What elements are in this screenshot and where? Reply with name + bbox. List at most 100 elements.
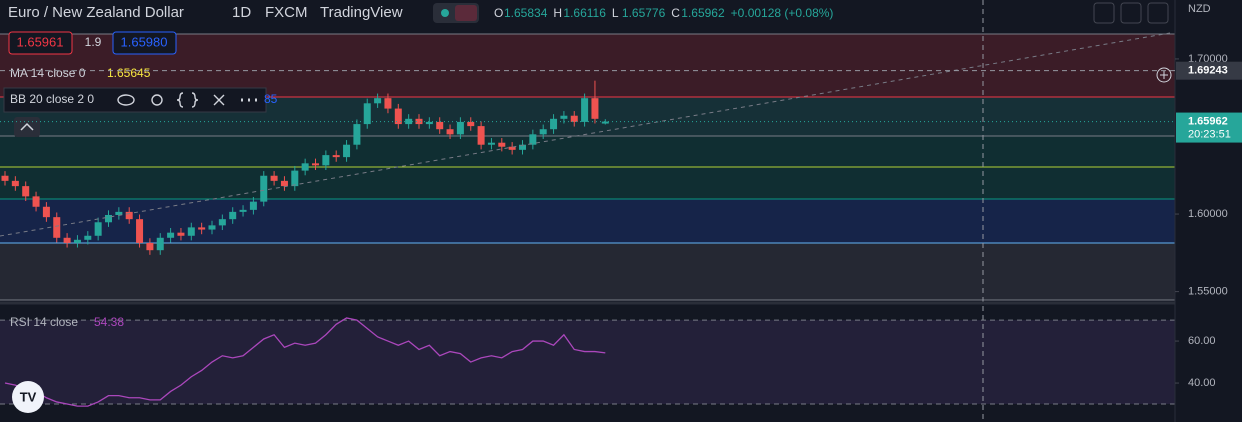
candle-body	[560, 115, 568, 119]
source: TradingView	[320, 4, 403, 21]
candle-body	[177, 232, 185, 236]
candle-body	[229, 211, 237, 220]
symbol: Euro / New Zealand Dollar	[8, 4, 184, 21]
candle-body	[11, 180, 19, 187]
trend-line	[0, 32, 1171, 237]
ma-value: 1.65645	[107, 66, 151, 80]
level-band	[0, 167, 1175, 200]
sell-button[interactable]	[8, 31, 73, 55]
candle-body	[570, 115, 578, 122]
level-band	[0, 136, 1175, 168]
exchange: FXCM	[265, 4, 308, 21]
candle-body	[73, 239, 81, 243]
ohlc-value: 1.65962	[681, 6, 725, 20]
candle-body	[32, 196, 40, 207]
ohlc-label: L	[612, 6, 619, 20]
buy-price: 1.65980	[121, 34, 168, 49]
legend-icons	[117, 92, 257, 108]
currency: NZD	[1188, 3, 1211, 15]
candle-body	[456, 121, 464, 135]
candle-body	[343, 144, 351, 158]
bb-legend-box[interactable]	[3, 87, 267, 113]
candle-body	[239, 209, 247, 212]
order-panel: 1.65961 1.9 1.65980	[8, 31, 177, 55]
price-badge-label: 1.69243	[1188, 65, 1228, 77]
rsi-band	[0, 320, 1175, 405]
ohlc-value: 1.66116	[563, 6, 606, 20]
candle-body	[187, 227, 195, 236]
level-band	[0, 199, 1175, 244]
candle-body	[291, 170, 299, 187]
y-tick-label: 1.55000	[1188, 286, 1228, 298]
tv-logo[interactable]	[12, 381, 44, 413]
candle-body	[498, 142, 506, 147]
candle-body	[467, 121, 475, 127]
candle-body	[487, 142, 495, 145]
down-button[interactable]	[1093, 2, 1115, 24]
candle-body	[260, 175, 268, 202]
candle-body	[312, 163, 319, 166]
candle-body	[42, 206, 50, 218]
level-band	[0, 33, 1175, 97]
eye-icon[interactable]	[117, 94, 135, 106]
candle-body	[301, 163, 309, 171]
change: +0.00128 (+0.08%)	[731, 6, 834, 20]
candle-body	[415, 118, 423, 125]
candle-body	[529, 134, 537, 145]
candle-body	[156, 237, 164, 251]
price-badge-label: 1.65962	[1188, 115, 1228, 127]
bb-legend: BB 20 close 2 0	[10, 92, 94, 106]
candle-body	[477, 126, 485, 145]
status-icon	[455, 5, 477, 21]
ohlc-label: O	[494, 6, 503, 20]
candle-body	[167, 232, 175, 238]
tv-logo-mark: TV	[20, 389, 37, 404]
candle-body	[63, 237, 71, 243]
rsi-value: 54.38	[94, 315, 124, 329]
candle-body	[519, 144, 526, 150]
remove-icon[interactable]	[213, 94, 225, 106]
candle-body	[218, 219, 226, 226]
add-alert-icon[interactable]	[1156, 67, 1172, 83]
collapse-icon	[20, 122, 34, 131]
candle-body	[198, 227, 206, 230]
settings-icon[interactable]	[151, 94, 163, 106]
candle-body	[363, 103, 371, 125]
candle-body	[425, 121, 433, 125]
maximize-button[interactable]	[1147, 2, 1169, 24]
candle-body	[53, 217, 61, 238]
rsi-line	[4, 317, 606, 407]
candle-body	[125, 211, 133, 220]
candle-body	[249, 201, 257, 210]
candle-body	[146, 242, 154, 251]
level-bands	[0, 33, 1175, 405]
y-tick-label: 40.00	[1188, 377, 1216, 389]
candle-body	[601, 121, 609, 124]
buy-button[interactable]	[112, 31, 177, 55]
candle-body	[322, 155, 330, 166]
candle-body	[280, 180, 288, 187]
header: Euro / New Zealand Dollar 1D FXCM Tradin…	[8, 3, 833, 23]
candle-body	[22, 186, 30, 197]
candle-body	[84, 235, 92, 240]
candle-body	[332, 155, 340, 158]
candle-body	[270, 175, 278, 181]
plus	[1160, 71, 1168, 79]
collapse-button[interactable]	[14, 117, 40, 137]
source-icon[interactable]	[176, 92, 199, 108]
collapse-pane-button[interactable]	[1120, 2, 1142, 24]
candle-body	[136, 219, 144, 243]
ohlc-label: C	[671, 6, 680, 20]
marks	[1, 80, 609, 407]
candle-body	[208, 225, 216, 230]
bb-value: 85	[264, 92, 278, 106]
countdown: 20:23:51	[1188, 128, 1231, 140]
ohlc-value: 1.65834	[504, 6, 548, 20]
candle-body	[394, 108, 402, 125]
level-band	[0, 243, 1175, 300]
candle-body	[384, 98, 392, 109]
candle-body	[115, 211, 123, 215]
price-badge	[1176, 112, 1242, 143]
